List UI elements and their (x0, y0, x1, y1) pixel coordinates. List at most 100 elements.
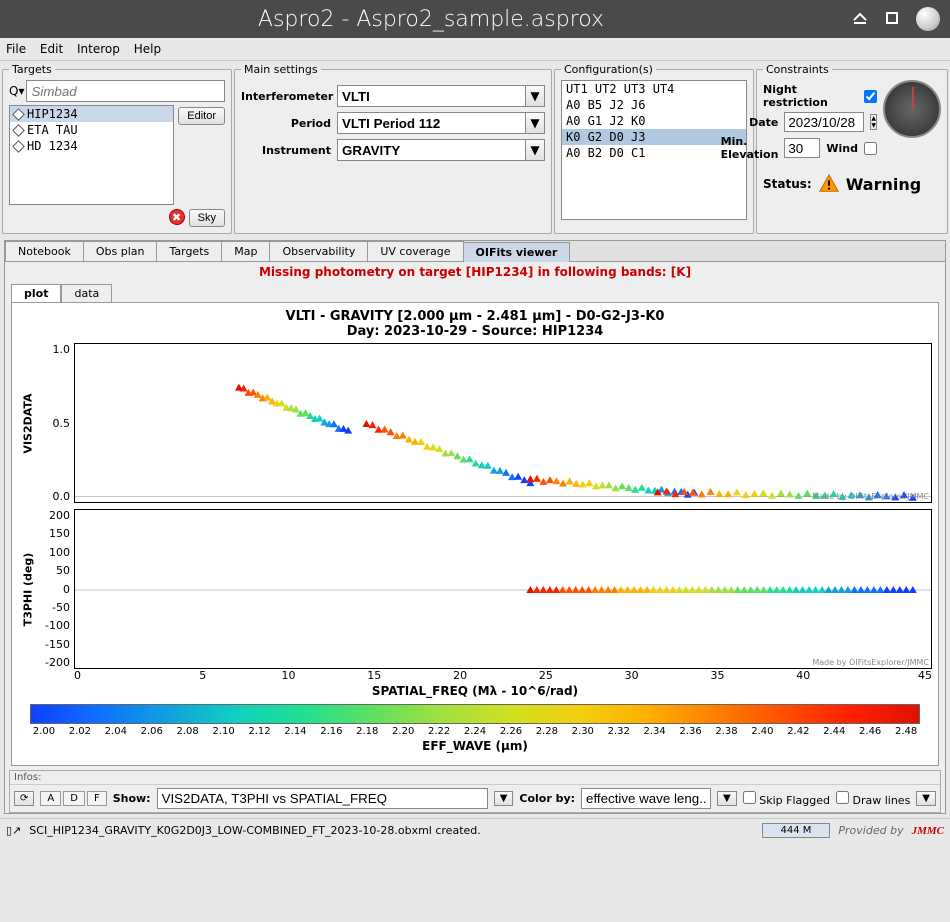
subtab-data[interactable]: data (61, 284, 112, 302)
show-label: Show: (113, 792, 151, 805)
chart-vis2data[interactable]: Made by OIFitsExplorer/JMMC (74, 343, 932, 503)
config-row[interactable]: A0 G1 J2 K0 (562, 113, 746, 129)
chart-credit: Made by OIFitsExplorer/JMMC (812, 492, 929, 501)
tab-targets[interactable]: Targets (156, 241, 222, 261)
minel-label: Min. Elevation (721, 135, 779, 161)
tab-notebook[interactable]: Notebook (5, 241, 84, 261)
instrument-combo[interactable]: ▼ (337, 139, 545, 161)
subtab-plot[interactable]: plot (11, 284, 61, 302)
menu-edit[interactable]: Edit (40, 42, 63, 56)
targets-panel: Targets Q▾ HIP1234ETA TAUHD 1234 Editor … (2, 63, 232, 234)
maximize-icon[interactable] (884, 10, 900, 29)
tab-map[interactable]: Map (221, 241, 270, 261)
window-buttons (852, 7, 940, 31)
infos-panel: Infos: ⟳ ADF Show: ▼ Color by: ▼ Skip Fl… (9, 770, 941, 813)
plot-title-1: VLTI - GRAVITY [2.000 µm - 2.481 µm] - D… (18, 309, 932, 324)
refresh-icon[interactable]: ⟳ (14, 791, 34, 806)
minimize-icon[interactable] (852, 10, 868, 29)
tab-oifits-viewer[interactable]: OIFits viewer (463, 242, 571, 262)
x-ticks: 051015202530354045 (74, 669, 932, 682)
colorbar (30, 704, 920, 724)
warning-message: Missing photometry on target [HIP1234] i… (5, 262, 945, 282)
main-tabs: NotebookObs planTargetsMapObservabilityU… (4, 240, 946, 814)
date-label: Date (749, 116, 778, 129)
chart-t3phi[interactable]: Made by OIFitsExplorer/JMMC (74, 509, 932, 669)
period-combo[interactable]: ▼ (337, 112, 545, 134)
plot-title-2: Day: 2023-10-29 - Source: HIP1234 (18, 324, 932, 339)
mainset-legend: Main settings (241, 63, 321, 76)
y-ticks-bot: 200150100500-50-100-150-200 (38, 509, 74, 669)
target-row[interactable]: ETA TAU (10, 122, 173, 138)
wind-label: Wind (826, 142, 858, 155)
sub-tabs: plotdata (11, 284, 945, 302)
tab-obs-plan[interactable]: Obs plan (83, 241, 158, 261)
night-label: Night restriction (763, 83, 858, 109)
chevron-down-icon[interactable]: ▼ (916, 791, 936, 806)
chevron-down-icon[interactable]: ▼ (525, 139, 545, 161)
chevron-down-icon[interactable]: ▼ (525, 112, 545, 134)
editor-button[interactable]: Editor (178, 107, 225, 125)
tab-uv-coverage[interactable]: UV coverage (367, 241, 463, 261)
delete-icon[interactable]: ✖ (169, 209, 185, 225)
export-icon[interactable]: ▯↗ (6, 824, 21, 837)
config-row[interactable]: A0 B5 J2 J6 (562, 97, 746, 113)
axis-strip[interactable]: ADF (40, 791, 106, 806)
interferometer-label: Interferometer (241, 90, 331, 103)
chart-credit: Made by OIFitsExplorer/JMMC (812, 658, 929, 667)
colorbar-ticks: 2.002.022.042.062.082.102.122.142.162.18… (26, 726, 924, 737)
night-checkbox[interactable] (864, 90, 877, 103)
tab-observability[interactable]: Observability (269, 241, 368, 261)
search-icon: Q▾ (9, 84, 24, 98)
show-input[interactable] (157, 788, 488, 809)
compass-icon (883, 80, 941, 138)
y-label-bot: T3PHI (deg) (22, 552, 35, 626)
interferometer-combo[interactable]: ▼ (337, 85, 545, 107)
status-message: SCI_HIP1234_GRAVITY_K0G2D0J3_LOW-COMBINE… (29, 824, 753, 837)
window-title: Aspro2 - Aspro2_sample.asprox (10, 7, 852, 32)
wind-checkbox[interactable] (864, 142, 877, 155)
tab-strip: NotebookObs planTargetsMapObservabilityU… (5, 241, 945, 262)
colorby-input[interactable] (581, 788, 711, 809)
statusbar: ▯↗ SCI_HIP1234_GRAVITY_K0G2D0J3_LOW-COMB… (0, 818, 950, 842)
chevron-down-icon[interactable]: ▼ (717, 791, 737, 806)
constraints-panel: Constraints Night restriction Date ▲▼ Mi… (756, 63, 948, 234)
config-list[interactable]: UT1 UT2 UT3 UT4A0 B5 J2 J6A0 G1 J2 K0K0 … (561, 80, 747, 220)
colorby-label: Color by: (519, 792, 575, 805)
colorbar-label: EFF_WAVE (µm) (18, 739, 932, 753)
top-panels: Targets Q▾ HIP1234ETA TAUHD 1234 Editor … (0, 61, 950, 236)
sky-button[interactable]: Sky (189, 209, 225, 227)
date-input[interactable] (784, 112, 864, 132)
y-label-top: VIS2DATA (22, 393, 35, 453)
close-icon[interactable] (916, 7, 940, 31)
config-row[interactable]: UT1 UT2 UT3 UT4 (562, 81, 746, 97)
skip-flagged-check[interactable]: Skip Flagged (743, 791, 830, 807)
provided-label: Provided by (838, 824, 903, 837)
chevron-down-icon[interactable]: ▼ (525, 85, 545, 107)
search-input[interactable] (26, 80, 225, 102)
target-row[interactable]: HIP1234 (10, 106, 173, 122)
target-row[interactable]: HD 1234 (10, 138, 173, 154)
warning-icon (818, 173, 840, 195)
target-list[interactable]: HIP1234ETA TAUHD 1234 (9, 105, 174, 205)
config-row[interactable]: A0 B2 D0 C1 (562, 145, 746, 161)
menu-interop[interactable]: Interop (77, 42, 120, 56)
memory-box[interactable]: 444 M (762, 823, 831, 838)
status-text: Warning (846, 175, 921, 194)
x-label: SPATIAL_FREQ (Mλ - 10^6/rad) (18, 684, 932, 698)
y-ticks-top: 1.00.50.0 (38, 343, 74, 503)
main-settings-panel: Main settings Interferometer ▼ Period ▼ … (234, 63, 552, 234)
titlebar: Aspro2 - Aspro2_sample.asprox (0, 0, 950, 38)
chevron-down-icon[interactable]: ▼ (494, 791, 514, 806)
draw-lines-check[interactable]: Draw lines (836, 791, 910, 807)
jmmc-logo: JMMC (912, 825, 944, 837)
config-row[interactable]: K0 G2 D0 J3 (562, 129, 746, 145)
plot-area: VLTI - GRAVITY [2.000 µm - 2.481 µm] - D… (11, 302, 939, 766)
targets-legend: Targets (9, 63, 55, 76)
menu-help[interactable]: Help (134, 42, 161, 56)
menu-file[interactable]: File (6, 42, 26, 56)
minel-input[interactable] (784, 138, 820, 158)
instrument-label: Instrument (241, 144, 331, 157)
date-spinner[interactable]: ▲▼ (870, 114, 877, 130)
period-label: Period (241, 117, 331, 130)
plot-controls: ⟳ ADF Show: ▼ Color by: ▼ Skip Flagged D… (10, 784, 940, 812)
